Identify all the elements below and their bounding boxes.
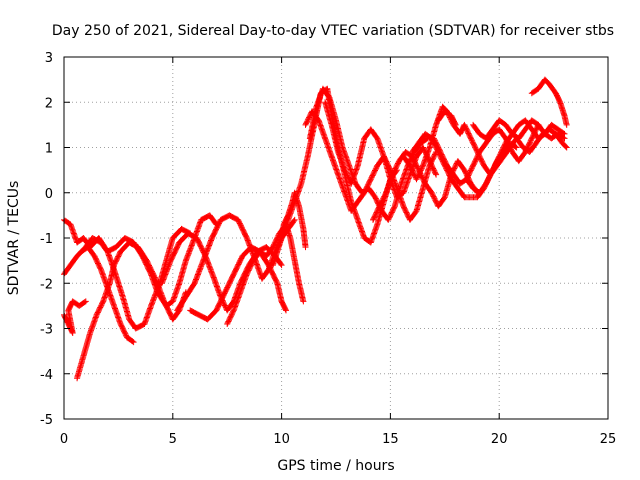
series-markers [322, 99, 440, 201]
x-tick-label: 5 [169, 432, 177, 447]
y-tick-label: -4 [40, 368, 53, 383]
y-tick-label: -5 [40, 413, 53, 428]
series-arc-22 [528, 76, 570, 128]
chart-title: Day 250 of 2021, Sidereal Day-to-day VTE… [52, 23, 614, 39]
series-arc-20 [470, 117, 568, 142]
series-markers [269, 189, 309, 269]
series-markers [61, 298, 89, 336]
series-markers [74, 239, 189, 382]
series-markers [435, 108, 459, 128]
series-markers [78, 244, 137, 346]
x-tick-label: 0 [60, 432, 68, 447]
series-arc-4 [74, 239, 189, 382]
series-arc-13 [322, 99, 440, 201]
series-arc-23 [269, 189, 309, 269]
y-tick-label: 2 [45, 96, 53, 111]
y-tick-label: 1 [45, 142, 53, 157]
x-tick-label: 10 [273, 432, 290, 447]
series-markers [61, 212, 220, 309]
y-tick-label: 0 [45, 187, 53, 202]
y-tick-label: -1 [40, 232, 53, 247]
series-arc-18 [435, 108, 459, 128]
series-arc-3 [61, 298, 89, 336]
series-arc-21 [487, 126, 570, 178]
y-tick-label: 3 [45, 51, 53, 66]
series-arc-2 [61, 212, 220, 309]
series-markers [278, 85, 400, 246]
series-arc-10 [278, 85, 400, 246]
x-tick-label: 25 [600, 432, 617, 447]
y-axis-label: SDTVAR / TECUs [6, 181, 22, 296]
x-axis-label: GPS time / hours [277, 458, 394, 474]
data-points [61, 76, 570, 382]
y-tick-label: -2 [40, 277, 53, 292]
series-markers [470, 117, 568, 142]
x-tick-label: 15 [382, 432, 399, 447]
series-markers [487, 126, 570, 178]
series-markers [528, 76, 570, 128]
y-tick-label: -3 [40, 323, 53, 338]
x-tick-label: 20 [491, 432, 508, 447]
series-arc-5 [78, 244, 137, 346]
